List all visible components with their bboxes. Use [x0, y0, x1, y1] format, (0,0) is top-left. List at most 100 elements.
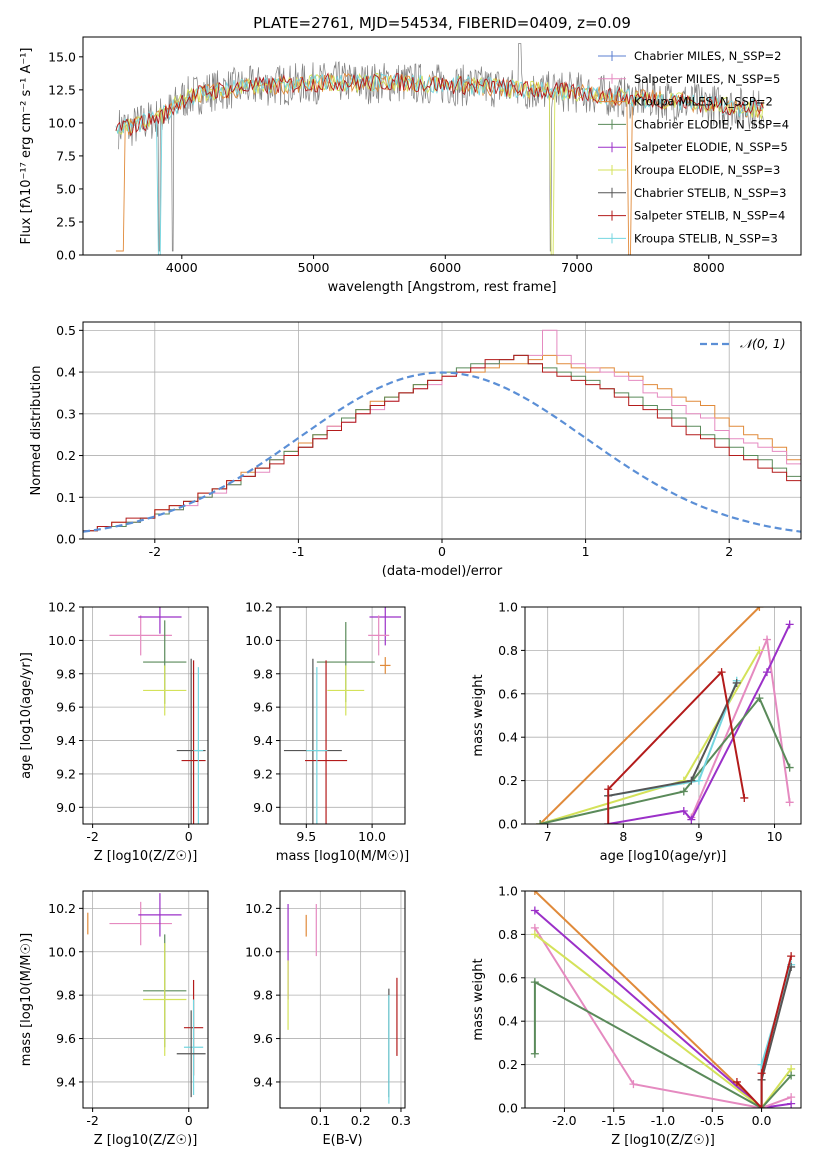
weight-marker	[530, 1049, 539, 1058]
y-axis-label: age [log10(age/yr)]	[19, 652, 34, 779]
y-tick-label: 0.5	[56, 323, 76, 338]
x-tick-label: -2.0	[552, 1113, 576, 1128]
x-axis-label: wavelength [Angstrom, rest frame]	[328, 280, 557, 295]
y-tick-label: 10.2	[48, 901, 76, 916]
panel-2: -2 -1 0 1 2 0.0 0.1 0.2 0.3 0.4 0.5 (data-model)/er…	[29, 321, 802, 579]
x-tick-label: -1.5	[602, 1113, 626, 1128]
y-tick-label: 9.8	[56, 988, 76, 1003]
weight-series	[539, 607, 761, 824]
weight-marker	[762, 635, 771, 644]
normal-curve	[83, 371, 801, 533]
y-tick-label: 0.0	[56, 248, 76, 263]
x-tick-label: 10	[767, 829, 783, 844]
panel-8: -2.0 -1.5 -1.0 -0.5 0.0 0.0 0.2 0.4 0.6 0.8 1.0 Z […	[471, 884, 802, 1148]
y-tick-label: 0.2	[498, 1057, 518, 1072]
x-tick-label: 0	[438, 544, 446, 559]
weight-marker	[530, 930, 539, 939]
weight-marker	[732, 678, 741, 687]
x-tick-label: -0.5	[700, 1113, 724, 1128]
weight-series	[539, 696, 791, 824]
weight-marker	[629, 1080, 638, 1089]
weight-series	[736, 955, 793, 1108]
weight-marker	[732, 1077, 741, 1086]
legend-label: Salpeter MILES, N_SSP=5	[634, 72, 780, 86]
y-tick-label: 9.6	[56, 1031, 76, 1046]
plot-area	[83, 329, 801, 533]
axes-frame	[82, 606, 209, 825]
plot-area	[536, 607, 794, 824]
observed-spectrum	[118, 43, 764, 252]
y-tick-label: 0.2	[56, 448, 76, 463]
x-axis-label: Z [log10(Z/Z☉)]	[94, 1133, 198, 1148]
legend-label: Chabrier ELODIE, N_SSP=4	[634, 117, 789, 131]
y-tick-label: 2.5	[56, 214, 76, 229]
y-tick-label: 0.6	[498, 970, 518, 985]
y-tick-label: 0.0	[498, 817, 518, 832]
weight-marker	[687, 776, 696, 785]
plot-area	[287, 904, 398, 1104]
weight-marker	[785, 763, 794, 772]
x-tick-label: 0	[185, 829, 193, 844]
weight-marker	[757, 1069, 766, 1078]
x-tick-label: -1	[292, 544, 304, 559]
plot-area	[109, 607, 206, 824]
y-tick-label: 10.0	[48, 633, 76, 648]
x-tick-label: 0.0	[752, 1113, 772, 1128]
panel-1: 4000 5000 6000 7000 8000 0.0 2.5 5.0 7.5 10.0 12.5…	[19, 14, 802, 295]
weight-marker	[717, 668, 726, 677]
weight-marker	[604, 785, 613, 794]
weight-marker	[679, 787, 688, 796]
x-tick-label: 1	[582, 544, 590, 559]
legend: Chabrier MILES, N_SSP=2 Salpeter MILES, N…	[598, 49, 789, 245]
y-tick-label: 0.8	[498, 643, 518, 658]
plot-area	[530, 891, 796, 1108]
x-axis-label: Z [log10(Z/Z☉)]	[611, 1133, 715, 1148]
weight-series	[534, 891, 763, 1108]
y-tick-label: 9.4	[56, 733, 76, 748]
weight-marker	[755, 646, 764, 655]
y-tick-label: 0.1	[56, 490, 76, 505]
y-tick-label: 10.0	[48, 115, 76, 130]
y-tick-label: 1.0	[498, 600, 518, 615]
x-tick-label: -2	[86, 1113, 98, 1128]
y-axis-label: mass weight	[471, 674, 486, 756]
y-tick-label: 10.2	[245, 600, 273, 615]
y-tick-label: 5.0	[56, 181, 76, 196]
legend-label: Chabrier STELIB, N_SSP=3	[634, 186, 786, 200]
y-tick-label: 9.4	[253, 733, 273, 748]
y-tick-label: 0.0	[56, 532, 76, 547]
x-axis-label: Z [log10(Z/Z☉)]	[94, 849, 198, 864]
panel-3: -2 0 9.0 9.2 9.4 9.6 9.8 10.0 10.2 Z [log10(Z/Z☉)…	[19, 600, 209, 864]
x-tick-label: 9.5	[296, 829, 316, 844]
y-tick-label: 0.0	[498, 1101, 518, 1116]
legend: 𝒩(0, 1)	[700, 336, 786, 351]
x-tick-label: 6000	[429, 260, 461, 275]
x-axis-label: E(B-V)	[322, 1133, 362, 1148]
x-tick-label: 9	[695, 829, 703, 844]
y-tick-label: 10.2	[245, 901, 273, 916]
y-tick-label: 0.3	[56, 406, 76, 421]
legend-label: Salpeter STELIB, N_SSP=4	[634, 209, 785, 223]
panel-6: -2 0 9.4 9.6 9.8 10.0 10.2 Z [log10(Z/Z☉)] mass …	[19, 890, 209, 1148]
x-tick-label: -1.0	[651, 1113, 675, 1128]
weight-marker	[787, 1071, 796, 1080]
plot-area	[283, 607, 402, 824]
y-tick-label: 15.0	[48, 49, 76, 64]
y-tick-label: 0.4	[498, 1014, 518, 1029]
x-tick-label: 7	[544, 829, 552, 844]
y-tick-label: 1.0	[498, 884, 518, 899]
model-spectrum	[115, 72, 764, 137]
weight-marker	[740, 793, 749, 802]
x-axis-label: age [log10(age/yr)]	[600, 849, 727, 864]
weight-marker	[785, 620, 794, 629]
y-tick-label: 10.0	[245, 944, 273, 959]
legend-label: Salpeter ELODIE, N_SSP=5	[634, 140, 788, 154]
y-axis-label: mass [log10(M/M☉)]	[19, 933, 34, 1066]
plot-area	[115, 43, 764, 255]
weight-marker	[530, 906, 539, 915]
weight-marker	[530, 978, 539, 987]
legend-label: Chabrier MILES, N_SSP=2	[634, 49, 781, 63]
axes-frame	[524, 606, 802, 825]
y-tick-label: 9.0	[253, 800, 273, 815]
legend-label: Kroupa ELODIE, N_SSP=3	[634, 163, 780, 177]
